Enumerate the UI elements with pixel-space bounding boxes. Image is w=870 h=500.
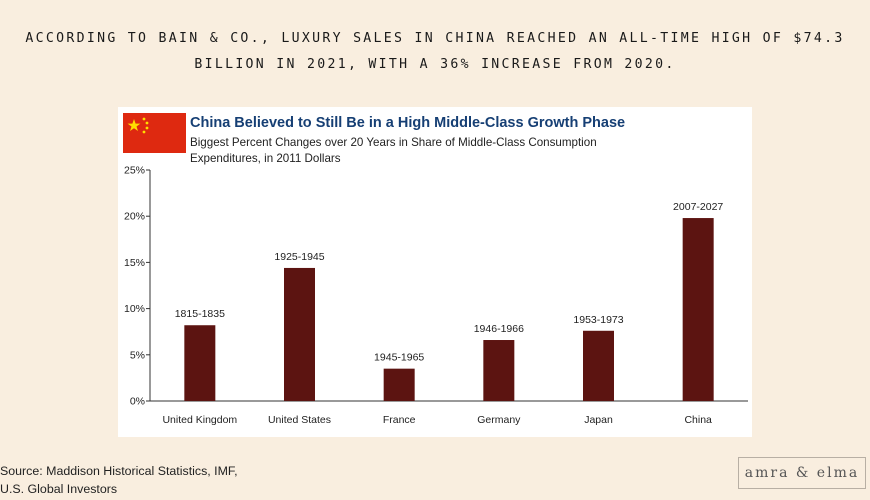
source-line-2: U.S. Global Investors bbox=[0, 482, 118, 496]
brand-logo: amra & elma bbox=[738, 457, 866, 489]
flag-small-star bbox=[145, 126, 149, 130]
source-line-1: Source: Maddison Historical Statistics, … bbox=[0, 464, 238, 478]
y-tick-label: 10% bbox=[124, 303, 145, 315]
bar bbox=[682, 218, 714, 401]
x-tick-label: United Kingdom bbox=[162, 414, 237, 426]
chart-card: China Believed to Still Be in a High Mid… bbox=[118, 107, 752, 437]
x-tick-label: Japan bbox=[584, 414, 613, 426]
y-tick-label: 15% bbox=[124, 257, 145, 269]
x-tick-label: France bbox=[383, 414, 416, 426]
flag-small-star bbox=[142, 130, 146, 134]
flag-small-star bbox=[145, 121, 149, 125]
y-tick-label: 20% bbox=[124, 211, 145, 223]
source-note: Source: Maddison Historical Statistics, … bbox=[0, 462, 238, 498]
bar-chart: 0% 5% 10% 15% 20% 25% 1815-1835 United Kingdom 1… bbox=[124, 165, 748, 426]
data-label: 1925-1945 bbox=[274, 251, 324, 263]
y-tick-label: 0% bbox=[130, 396, 145, 408]
china-flag-icon bbox=[123, 113, 186, 153]
flag-small-star bbox=[142, 117, 146, 121]
bar bbox=[383, 368, 415, 401]
flag-large-star bbox=[127, 119, 141, 131]
data-label: 1945-1965 bbox=[374, 352, 424, 364]
bar bbox=[483, 340, 515, 401]
y-tick-label: 25% bbox=[124, 165, 145, 177]
x-tick-label: United States bbox=[268, 414, 331, 426]
data-label: 1815-1835 bbox=[175, 308, 225, 320]
data-label: 1953-1973 bbox=[573, 314, 623, 326]
chart-subtitle: Biggest Percent Changes over 20 Years in… bbox=[190, 136, 597, 165]
data-label: 1946-1966 bbox=[474, 323, 524, 335]
data-label: 2007-2027 bbox=[673, 201, 723, 213]
headline: ACCORDING TO BAIN & CO., LUXURY SALES IN… bbox=[25, 31, 845, 72]
chart-title: China Believed to Still Be in a High Mid… bbox=[190, 115, 626, 131]
x-tick-label: Germany bbox=[477, 414, 521, 426]
y-tick-label: 5% bbox=[130, 349, 145, 361]
x-tick-label: China bbox=[684, 414, 712, 426]
bar bbox=[583, 330, 614, 401]
bar bbox=[184, 325, 216, 401]
bar bbox=[284, 267, 315, 401]
